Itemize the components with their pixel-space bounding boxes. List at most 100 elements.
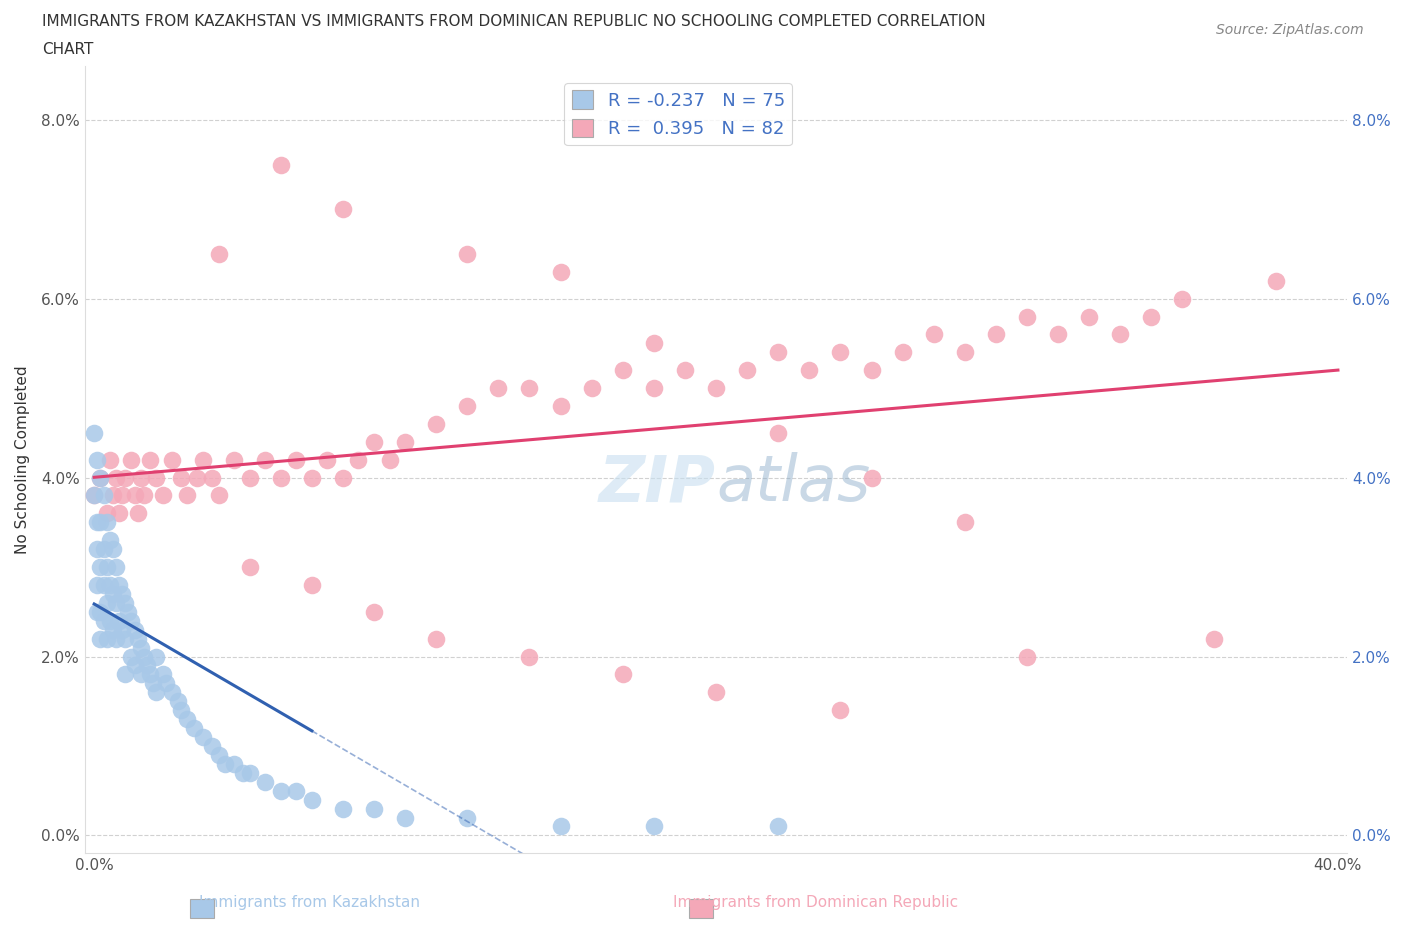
Point <box>363 434 385 449</box>
Point <box>1109 327 1132 342</box>
Point <box>673 363 696 378</box>
Point <box>145 649 167 664</box>
Point <box>121 613 143 628</box>
Point <box>98 613 121 628</box>
Point <box>704 684 727 699</box>
Point <box>922 327 945 342</box>
Point <box>735 363 758 378</box>
Point <box>160 452 183 467</box>
Point <box>176 488 198 503</box>
Point <box>114 667 136 682</box>
Text: ZIP: ZIP <box>599 452 716 514</box>
Point <box>167 694 190 709</box>
Point <box>1015 309 1038 324</box>
Point <box>98 578 121 592</box>
Point <box>176 711 198 726</box>
Point <box>108 613 131 628</box>
Point <box>207 488 229 503</box>
Point <box>86 542 108 557</box>
Point <box>139 452 162 467</box>
Point <box>186 471 208 485</box>
Point <box>891 345 914 360</box>
Point <box>456 810 478 825</box>
Point <box>89 515 111 530</box>
Point <box>285 783 308 798</box>
Point <box>111 587 134 602</box>
Point <box>104 560 127 575</box>
Point <box>768 425 790 440</box>
Point <box>145 471 167 485</box>
Point <box>83 425 105 440</box>
Point <box>239 765 262 780</box>
Point <box>101 542 124 557</box>
Point <box>160 684 183 699</box>
Point <box>254 775 277 790</box>
Point <box>132 649 155 664</box>
Point <box>214 756 236 771</box>
Point <box>704 380 727 395</box>
Point <box>129 640 152 655</box>
Point <box>984 327 1007 342</box>
Point <box>145 684 167 699</box>
Point <box>83 488 105 503</box>
Point <box>239 560 262 575</box>
Point <box>127 631 149 646</box>
Point <box>124 658 146 673</box>
Point <box>86 578 108 592</box>
Point <box>830 345 852 360</box>
Point <box>207 748 229 763</box>
Point <box>201 471 224 485</box>
Point <box>768 345 790 360</box>
Point <box>129 471 152 485</box>
Point <box>953 515 976 530</box>
Point <box>101 587 124 602</box>
Text: IMMIGRANTS FROM KAZAKHSTAN VS IMMIGRANTS FROM DOMINICAN REPUBLIC NO SCHOOLING CO: IMMIGRANTS FROM KAZAKHSTAN VS IMMIGRANTS… <box>42 14 986 29</box>
Point <box>316 452 339 467</box>
Point <box>121 452 143 467</box>
Point <box>124 488 146 503</box>
Point <box>101 622 124 637</box>
Point <box>152 488 174 503</box>
Point <box>550 264 572 279</box>
Point <box>96 595 118 610</box>
Point <box>98 452 121 467</box>
Point <box>142 676 165 691</box>
Y-axis label: No Schooling Completed: No Schooling Completed <box>15 365 30 554</box>
Point <box>456 399 478 414</box>
Point <box>425 417 447 432</box>
Point <box>519 380 541 395</box>
Point <box>104 471 127 485</box>
Point <box>860 471 883 485</box>
Point <box>86 515 108 530</box>
Point <box>363 801 385 816</box>
Point <box>612 363 634 378</box>
Text: atlas: atlas <box>716 452 870 514</box>
Legend: R = -0.237   N = 75, R =  0.395   N = 82: R = -0.237 N = 75, R = 0.395 N = 82 <box>564 83 792 145</box>
Point <box>232 765 254 780</box>
Point <box>332 471 354 485</box>
Point <box>201 738 224 753</box>
Point <box>111 488 134 503</box>
Point <box>378 452 401 467</box>
Point <box>191 729 214 744</box>
Point <box>332 202 354 217</box>
Point <box>89 631 111 646</box>
Point <box>830 703 852 718</box>
Point <box>117 604 139 619</box>
Point <box>301 578 323 592</box>
Text: CHART: CHART <box>42 42 94 57</box>
Point <box>643 380 665 395</box>
Point <box>953 345 976 360</box>
Point <box>89 560 111 575</box>
Point <box>101 488 124 503</box>
Point <box>93 613 115 628</box>
Point <box>860 363 883 378</box>
Point <box>550 399 572 414</box>
Point <box>270 157 292 172</box>
Point <box>207 246 229 261</box>
Point <box>347 452 370 467</box>
Point <box>104 595 127 610</box>
Point <box>239 471 262 485</box>
Point <box>363 604 385 619</box>
Point <box>124 622 146 637</box>
